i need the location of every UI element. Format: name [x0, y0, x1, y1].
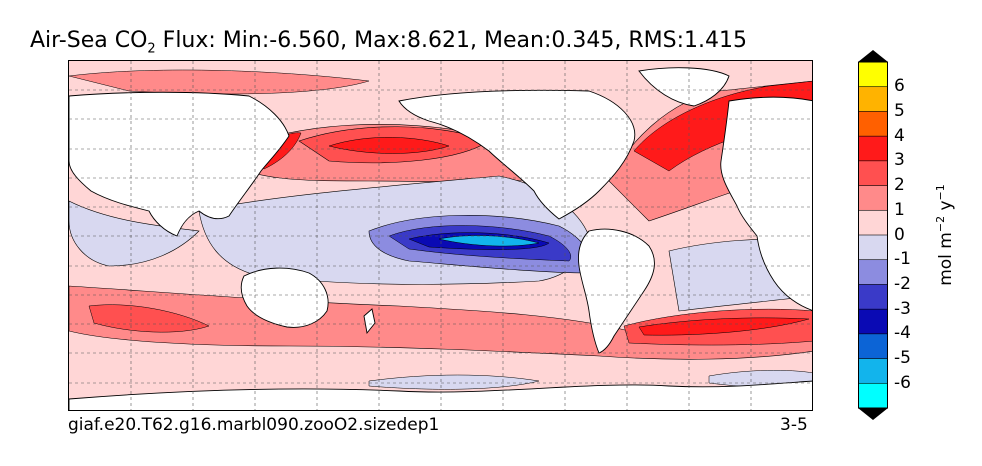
title-prefix: Air-Sea CO [30, 28, 148, 53]
case-name: giaf.e20.T62.g16.marbl090.zooO2.sizedep1 [68, 415, 440, 435]
colorbar-segment [858, 135, 888, 162]
colorbar-tick-label: 6 [894, 76, 905, 97]
colorbar-tick-label: -2 [894, 273, 911, 294]
colorbar-over-triangle [858, 50, 888, 62]
colorbar-segment [858, 86, 888, 113]
colorbar-segment [858, 259, 888, 286]
map-title: Air-Sea CO2 Flux: Min:-6.560, Max:8.621,… [30, 28, 747, 56]
land-asia [69, 91, 290, 237]
flux-region-sh-indian [88, 304, 210, 333]
title-subscript: 2 [147, 41, 156, 57]
colorbar-tick-label: -5 [894, 348, 911, 369]
colorbar [858, 50, 888, 420]
flux-region-eq-peak [438, 235, 540, 247]
graticule [69, 61, 812, 410]
flux-region-southern-ocean [368, 374, 540, 390]
colorbar-under-triangle [858, 408, 888, 420]
flux-region-nh-peak [328, 137, 450, 154]
colorbar-tick-label: 0 [894, 224, 905, 245]
colorbar-label-unit-2: y [935, 200, 956, 216]
land-antarctica [69, 380, 812, 410]
colorbar-segment [858, 209, 888, 236]
land-south-america [578, 228, 655, 354]
colorbar-label-exp-2: −1 [934, 184, 948, 201]
colorbar-label-exp-1: −2 [934, 215, 948, 233]
colorbar-tick-label: 1 [894, 199, 905, 220]
colorbar-segments [858, 61, 888, 409]
colorbar-tick-label: -1 [894, 249, 911, 270]
colorbar-tick-label: -6 [894, 372, 911, 393]
colorbar-segment [858, 111, 888, 137]
colorbar-frame [858, 61, 888, 409]
title-suffix: Flux: Min:-6.560, Max:8.621, Mean:0.345,… [155, 28, 747, 53]
colorbar-tick-label: 5 [894, 100, 905, 121]
colorbar-tick-label: -4 [894, 323, 911, 344]
flux-region-sh-atlantic-core [638, 317, 810, 336]
flux-map [68, 60, 813, 411]
land-australia [240, 267, 329, 328]
colorbar-segment [858, 308, 888, 335]
flux-region-eq-indian [69, 200, 200, 267]
colorbar-tick-label: 4 [894, 125, 905, 146]
land-europe-africa [720, 96, 812, 311]
colorbar-label: mol m−2 y−1 [934, 184, 956, 286]
colorbar-label-unit-1: mol m [935, 232, 956, 286]
land-north-america [398, 89, 636, 220]
colorbar-tick-label: 2 [894, 175, 905, 196]
colorbar-segment [858, 358, 888, 384]
colorbar-segment [858, 61, 888, 88]
colorbar-segment [858, 284, 888, 310]
flux-contours [69, 69, 812, 390]
land-new-zealand [363, 308, 376, 335]
map-canvas [69, 61, 812, 410]
land-greenland [638, 67, 730, 107]
colorbar-segment [858, 333, 888, 360]
period-label: 3-5 [780, 415, 808, 435]
flux-region-arctic [69, 69, 370, 95]
colorbar-segment [858, 234, 888, 261]
land-masses [69, 67, 812, 410]
colorbar-segment [858, 382, 888, 409]
colorbar-segment [858, 185, 888, 211]
colorbar-segment [858, 160, 888, 187]
colorbar-tick-label: -3 [894, 298, 911, 319]
colorbar-tick-label: 3 [894, 150, 905, 171]
